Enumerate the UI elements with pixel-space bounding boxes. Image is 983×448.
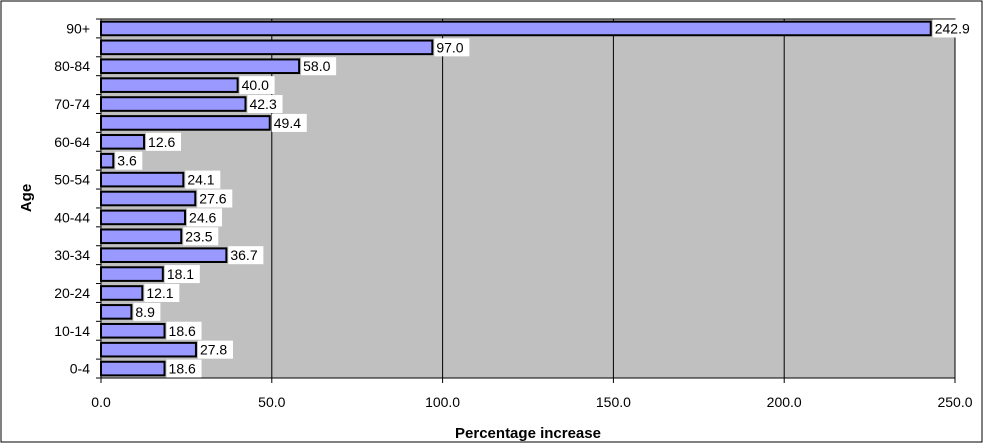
data-label-bg: [144, 283, 180, 302]
bar-10-14: [100, 322, 166, 339]
x-tick-label: 250.0: [937, 394, 972, 410]
x-tick-label: 100.0: [425, 394, 460, 410]
data-label: 49.4: [274, 115, 301, 131]
data-label: 18.1: [167, 266, 194, 282]
data-label-bg: [197, 189, 233, 208]
data-label: 12.6: [148, 134, 175, 150]
data-label-bg: [301, 57, 337, 76]
data-label: 36.7: [230, 247, 257, 263]
bar-70-74: [100, 96, 247, 112]
data-label: 23.5: [185, 228, 212, 244]
data-label-bg: [434, 38, 470, 57]
data-label: 24.6: [189, 209, 216, 225]
data-label: 24.1: [187, 172, 214, 188]
y-axis-ticks: 0-4 10-14 20-24 30-34 40-44 50-54 60-64 70-74 80…: [54, 18, 101, 379]
data-label: 97.0: [436, 39, 463, 55]
data-label-bg: [146, 132, 182, 151]
data-label-bg: [187, 208, 223, 227]
data-label: 58.0: [303, 58, 330, 74]
data-label: 242.9: [935, 20, 970, 36]
y-tick-label: 20-24: [54, 285, 90, 301]
bar-55-59: [100, 152, 115, 169]
data-label-bg: [932, 19, 976, 38]
bar-25-29: [100, 266, 164, 282]
bar-75-79: [100, 77, 239, 93]
x-tick-label: 200.0: [767, 394, 802, 410]
bar-5-9: [100, 341, 197, 358]
data-label: 8.9: [135, 304, 155, 320]
bars: [100, 20, 932, 377]
x-axis-title: Percentage increase: [455, 425, 601, 442]
y-tick-label: 10-14: [54, 323, 90, 339]
bar-60-64: [100, 134, 146, 150]
data-label-bg: [185, 170, 221, 189]
data-label-bg: [197, 340, 233, 359]
data-label: 12.1: [146, 285, 173, 301]
data-label: 42.3: [249, 96, 276, 112]
data-label-bg: [239, 76, 275, 95]
x-tick-label: 0.0: [91, 394, 111, 410]
bar-45-49: [100, 190, 197, 207]
y-tick-label: 0-4: [70, 361, 90, 377]
data-label-bg: [166, 321, 202, 340]
bar-40-44: [100, 209, 187, 226]
data-label-bg: [228, 246, 264, 265]
data-label: 18.6: [169, 323, 196, 339]
y-axis-title: Age: [18, 184, 35, 212]
y-tick-label: 60-64: [54, 134, 90, 150]
x-axis-ticks: 0.0 50.0 100.0 150.0 200.0 250.0: [91, 378, 973, 410]
bar-15-19: [100, 304, 133, 320]
bar-0-4: [100, 360, 166, 377]
x-tick-label: 50.0: [258, 394, 285, 410]
y-tick-label: 80-84: [54, 58, 90, 74]
data-label-bg: [183, 227, 219, 246]
bar-20-24: [100, 285, 144, 301]
y-tick-label: 90+: [66, 20, 90, 36]
y-tick-label: 40-44: [54, 209, 90, 225]
data-label-bg: [133, 302, 161, 321]
data-labels: 18.627.818.6 8.9 12.1 18.1 36.7 23.5 24.6 27.6 2…: [115, 19, 976, 378]
y-tick-label: 30-34: [54, 247, 90, 263]
data-label-bg: [271, 113, 307, 132]
bar-85-89: [100, 39, 434, 56]
y-tick-label: 70-74: [54, 96, 90, 112]
data-label: 27.6: [199, 191, 226, 207]
bar-90+: [100, 20, 932, 37]
bar-50-54: [100, 171, 185, 188]
x-tick-label: 150.0: [596, 394, 631, 410]
bar-80-84: [100, 58, 301, 75]
data-label: 3.6: [117, 153, 137, 169]
y-tick-label: 50-54: [54, 172, 90, 188]
bar-65-69: [100, 115, 271, 131]
bar-35-39: [100, 228, 183, 245]
bar-30-34: [100, 247, 228, 263]
data-label-bg: [115, 151, 143, 170]
data-label: 40.0: [242, 77, 269, 93]
data-label-bg: [164, 265, 200, 284]
data-label-bg: [247, 95, 283, 114]
data-label: 27.8: [200, 342, 227, 358]
data-label: 18.6: [169, 361, 196, 377]
data-label-bg: [166, 359, 202, 378]
